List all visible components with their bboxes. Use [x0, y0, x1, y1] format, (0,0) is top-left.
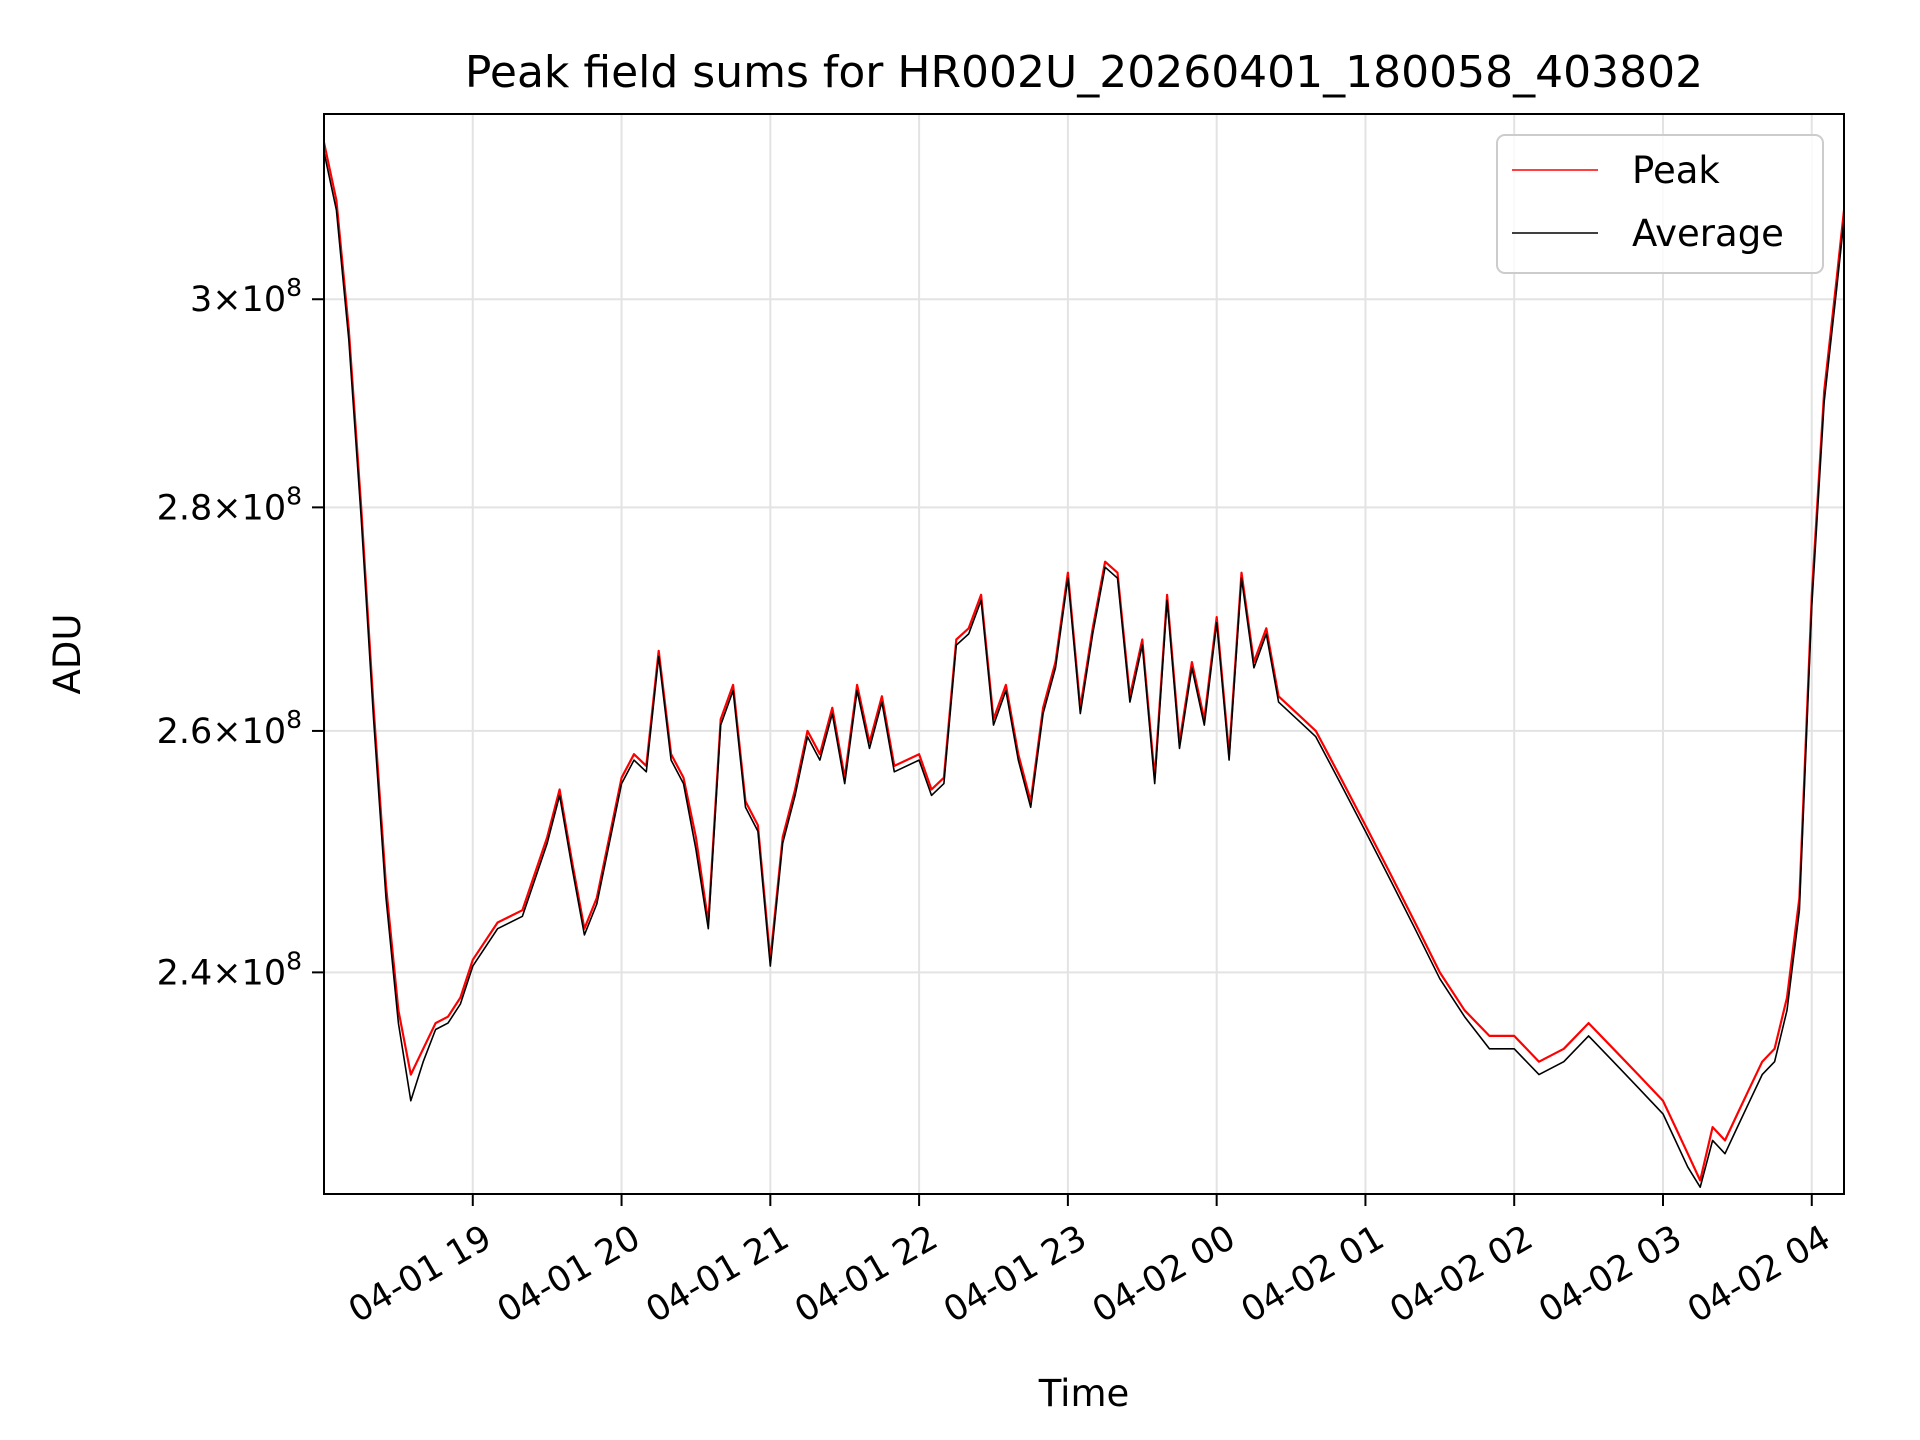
x-axis-label: Time [1038, 1372, 1130, 1415]
y-gridlines [324, 298, 1844, 974]
chart-title: Peak field sums for HR002U_20260401_1800… [465, 47, 1703, 98]
y-axis-label: ADU [46, 614, 89, 695]
series-line-average [324, 151, 1844, 1188]
y-tick-label: 2.4×108 [157, 946, 302, 993]
y-tick-label: 2.8×108 [157, 481, 302, 528]
legend-label-peak: Peak [1632, 149, 1720, 192]
series-layer [324, 142, 1844, 1188]
y-axis-ticks: 2.4×108 2.6×108 2.8×108 3×108 [157, 273, 324, 993]
y-tick-label: 3×108 [190, 273, 302, 320]
legend-label-average: Average [1632, 212, 1784, 255]
legend: Peak Average [1496, 134, 1824, 274]
plot-frame [323, 113, 1845, 1195]
x-gridlines [471, 114, 1813, 1194]
y-tick-label: 2.6×108 [157, 705, 302, 752]
